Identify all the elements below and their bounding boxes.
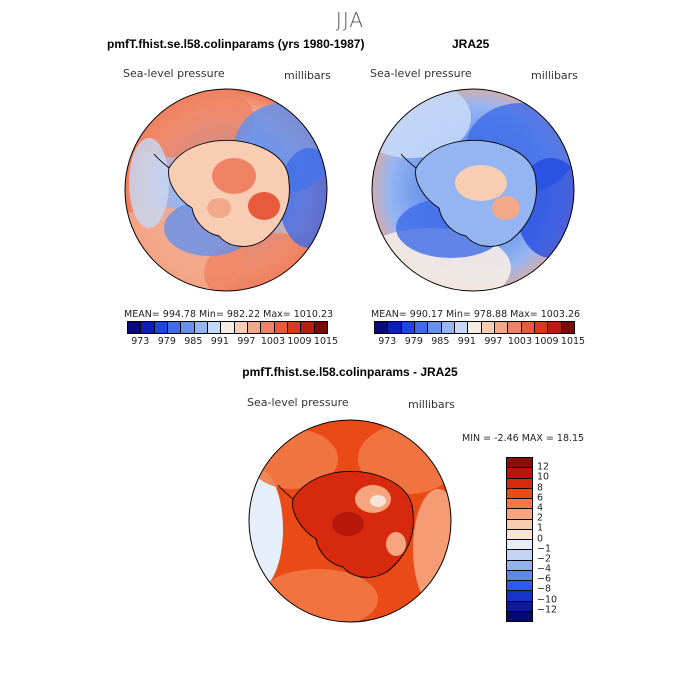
obs-colorbar-swatch: [454, 322, 469, 333]
model-colorbar-swatch: [234, 322, 248, 333]
diff-colorbar-swatch: [507, 540, 532, 551]
diff-colorbar-tick-label: 12: [537, 461, 550, 473]
obs-colorbar-tick-label: 985: [431, 336, 450, 347]
obs-stats: MEAN= 990.17 Min= 978.88 Max= 1003.26: [371, 309, 581, 320]
model-units-label: millibars: [284, 69, 331, 82]
model-colorbar-swatch: [181, 322, 195, 333]
model-colorbar-swatch: [274, 322, 288, 333]
model-colorbar-swatch: [154, 322, 168, 333]
obs-colorbar-tick-label: 973: [378, 336, 397, 347]
diff-colorbar-tick-label: −2: [537, 553, 552, 565]
diff-colorbar-tick-label: −8: [537, 583, 552, 595]
diff-colorbar-swatch: [507, 488, 532, 499]
season-title: JJA: [335, 8, 365, 32]
diff-variable-label: Sea-level pressure: [247, 396, 349, 409]
model-colorbar-swatch: [261, 322, 275, 333]
model-colorbar-swatch: [314, 322, 327, 333]
diff-colorbar-tick-label: 1: [537, 522, 544, 534]
model-colorbar-swatch: [128, 322, 142, 333]
obs-colorbar-swatch: [534, 322, 549, 333]
obs-colorbar: [374, 321, 575, 334]
obs-colorbar-swatch: [468, 322, 482, 333]
obs-colorbar-swatch: [508, 322, 522, 333]
model-colorbar-swatch: [167, 322, 182, 333]
diff-stats: MIN = -2.46 MAX = 18.15: [462, 433, 585, 444]
diff-colorbar-tick-label: −6: [537, 573, 552, 585]
diff-colorbar-tick-label: −10: [537, 594, 558, 606]
model-polar-map: [124, 88, 328, 292]
diff-units-label: millibars: [408, 398, 455, 411]
diff-colorbar-tick-label: 6: [537, 492, 544, 504]
diff-colorbar: [506, 457, 533, 622]
diff-colorbar-swatch: [507, 581, 532, 592]
model-colorbar-tick-label: 1009: [287, 336, 312, 347]
model-colorbar-swatch: [141, 322, 155, 333]
model-variable-label: Sea-level pressure: [123, 67, 225, 80]
obs-colorbar-tick-label: 1015: [560, 336, 586, 347]
obs-colorbar-tick-label: 991: [457, 336, 476, 347]
obs-colorbar-swatch: [375, 322, 389, 333]
obs-units-label: millibars: [531, 69, 578, 82]
diff-colorbar-swatch: [507, 519, 532, 530]
model-colorbar-swatch: [287, 322, 302, 333]
model-colorbar-swatch: [301, 322, 315, 333]
model-colorbar-tick-label: 997: [237, 336, 256, 347]
diff-colorbar-swatch: [507, 499, 532, 510]
diff-colorbar-tick-label: 0: [537, 533, 544, 544]
diff-colorbar-tick-label: −4: [537, 563, 552, 575]
diff-colorbar-swatch: [507, 529, 532, 540]
obs-colorbar-ticks: 973 979 985 991 997 1003 1009 1015: [374, 336, 585, 348]
obs-colorbar-swatch: [401, 322, 415, 333]
diff-colorbar-swatch: [507, 550, 532, 561]
obs-colorbar-tick-label: 1009: [534, 336, 559, 347]
diff-colorbar-swatch: [507, 560, 532, 571]
obs-polar-map: [371, 88, 575, 292]
diff-colorbar-tick-label: −1: [537, 543, 552, 555]
obs-colorbar-tick-label: 979: [404, 336, 423, 347]
obs-colorbar-swatch: [388, 322, 402, 333]
obs-panel-title: JRA25: [452, 37, 490, 51]
diff-colorbar-tick-label: 2: [537, 512, 544, 524]
model-colorbar-tick-label: 991: [210, 336, 229, 347]
obs-colorbar-swatch: [428, 322, 442, 333]
model-colorbar-swatch: [207, 322, 222, 333]
diff-colorbar-swatch: [507, 458, 532, 469]
obs-colorbar-swatch: [481, 322, 495, 333]
model-colorbar-swatch: [221, 322, 235, 333]
diff-colorbar-tick-label: −12: [537, 604, 558, 616]
obs-colorbar-tick-label: 1003: [507, 336, 533, 347]
diff-colorbar-tick-label: 8: [537, 482, 544, 494]
model-stats: MEAN= 994.78 Min= 982.22 Max= 1010.23: [124, 309, 334, 320]
diff-polar-map: [248, 419, 452, 623]
diff-colorbar-swatch: [507, 611, 532, 621]
diff-colorbar-swatch: [507, 509, 532, 520]
obs-colorbar-swatch: [414, 322, 429, 333]
obs-colorbar-swatch: [521, 322, 535, 333]
model-colorbar: [127, 321, 328, 334]
diff-colorbar-swatch: [507, 591, 532, 602]
model-colorbar-tick-label: 979: [157, 336, 176, 347]
model-colorbar-tick-label: 1015: [313, 336, 339, 347]
model-colorbar-tick-label: 973: [131, 336, 150, 347]
model-colorbar-tick-label: 985: [184, 336, 203, 347]
diff-colorbar-swatch: [507, 478, 532, 489]
obs-colorbar-swatch: [561, 322, 574, 333]
diff-colorbar-swatch: [507, 468, 532, 479]
diff-colorbar-ticks: 12 10 8 6 4 2 1 0 −1 −2 −4 −6 −8 −10 −12: [537, 457, 577, 620]
diff-colorbar-swatch: [507, 570, 532, 581]
model-colorbar-swatch: [247, 322, 262, 333]
diff-panel-title: pmfT.fhist.se.l58.colinparams - JRA25: [242, 365, 458, 379]
model-colorbar-ticks: 973 979 985 991 997 1003 1009 1015: [127, 336, 338, 348]
obs-colorbar-swatch: [548, 322, 562, 333]
model-panel-title: pmfT.fhist.se.l58.colinparams (yrs 1980-…: [107, 37, 365, 51]
diff-colorbar-tick-label: 10: [537, 471, 550, 483]
model-colorbar-swatch: [194, 322, 208, 333]
diff-colorbar-tick-label: 4: [537, 502, 544, 514]
obs-colorbar-tick-label: 997: [484, 336, 503, 347]
obs-colorbar-swatch: [441, 322, 455, 333]
diff-colorbar-swatch: [507, 601, 532, 612]
obs-colorbar-swatch: [494, 322, 509, 333]
model-colorbar-tick-label: 1003: [260, 336, 286, 347]
obs-variable-label: Sea-level pressure: [370, 67, 472, 80]
